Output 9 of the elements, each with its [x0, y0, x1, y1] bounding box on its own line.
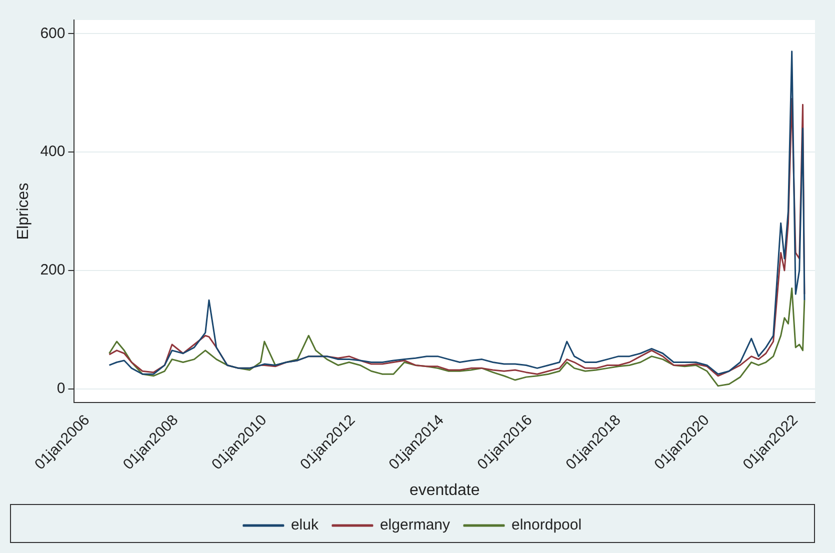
y-tick-label: 400 — [40, 143, 66, 160]
y-tick-label: 600 — [40, 24, 66, 42]
y-tick-label: 200 — [40, 262, 66, 279]
legend-label: elnordpool — [512, 516, 582, 534]
x-axis-title: eventdate — [409, 482, 480, 499]
y-tick-label: 0 — [56, 380, 66, 398]
legend-label: eluk — [290, 516, 319, 534]
legend-label: elgermany — [380, 516, 450, 534]
y-axis-title: Elprices — [15, 182, 32, 240]
